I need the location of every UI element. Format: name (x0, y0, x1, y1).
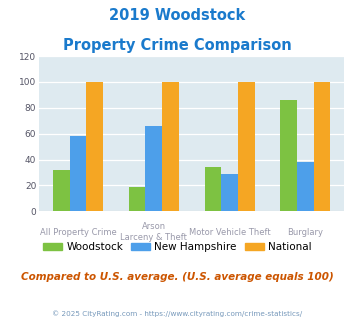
Bar (53, 170, 70, 211)
Bar (204, 167, 221, 211)
Bar (280, 100, 297, 211)
Bar (146, 126, 162, 211)
Text: Larceny & Theft: Larceny & Theft (120, 233, 187, 243)
Bar (129, 187, 146, 211)
Text: 2019 Woodstock: 2019 Woodstock (109, 8, 246, 23)
Bar (314, 82, 331, 211)
Text: © 2025 CityRating.com - https://www.cityrating.com/crime-statistics/: © 2025 CityRating.com - https://www.city… (53, 310, 302, 317)
Text: Burglary: Burglary (288, 228, 323, 237)
Bar (162, 82, 179, 211)
Text: Property Crime Comparison: Property Crime Comparison (63, 38, 292, 53)
Text: Motor Vehicle Theft: Motor Vehicle Theft (189, 228, 271, 237)
Bar (297, 162, 314, 211)
Bar (70, 136, 86, 211)
Bar (238, 82, 255, 211)
Legend: Woodstock, New Hampshire, National: Woodstock, New Hampshire, National (39, 238, 316, 256)
Bar (86, 82, 103, 211)
Text: All Property Crime: All Property Crime (39, 228, 116, 237)
Bar (221, 174, 238, 211)
Text: Arson: Arson (142, 222, 166, 231)
Text: Compared to U.S. average. (U.S. average equals 100): Compared to U.S. average. (U.S. average … (21, 272, 334, 282)
